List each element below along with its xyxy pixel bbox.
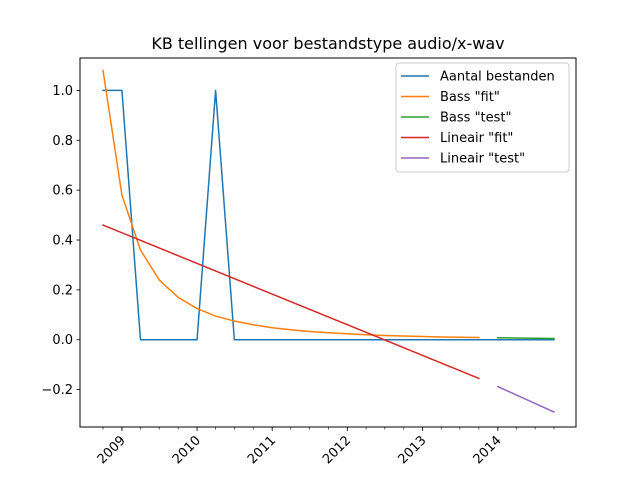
series-line-4 [496, 385, 555, 414]
series-line-0 [102, 89, 555, 341]
legend-label: Lineair "test" [440, 152, 525, 167]
chart-title: KB tellingen voor bestandstype audio/x-w… [151, 34, 504, 53]
y-tick-label: 0.0 [52, 333, 73, 348]
legend-label: Bass "test" [440, 111, 512, 126]
y-tick-label: 0.6 [52, 184, 73, 199]
x-tick-label: 2011 [245, 433, 279, 467]
x-tick-label: 2014 [471, 433, 505, 467]
x-tick-label: 2010 [170, 433, 204, 467]
y-tick-label: −0.2 [41, 383, 73, 398]
legend: Aantal bestanden Bass "fit" Bass "test" Lin… [395, 62, 570, 173]
y-tick-label: 0.8 [52, 134, 73, 149]
series-line-1 [102, 69, 480, 339]
legend-label: Lineair "fit" [440, 131, 513, 146]
plot-frame [79, 57, 577, 428]
legend-box [395, 62, 570, 173]
series-line-3 [102, 224, 480, 380]
plot-lines [102, 69, 555, 414]
x-axis: 2009 2010 2011 2012 2013 2014 [95, 427, 555, 467]
x-tick-label: 2013 [395, 433, 429, 467]
x-tick-label: 2012 [320, 433, 354, 467]
y-tick-label: 1.0 [52, 84, 73, 99]
legend-label: Aantal bestanden [440, 70, 555, 85]
y-tick-label: 0.4 [52, 234, 73, 249]
y-tick-label: 0.2 [52, 283, 73, 298]
y-axis: −0.2 0.0 0.2 0.4 0.6 0.8 1.0 [41, 84, 80, 398]
series-line-2 [497, 336, 555, 340]
x-tick-label: 2009 [95, 433, 129, 467]
legend-label: Bass "fit" [440, 90, 500, 105]
